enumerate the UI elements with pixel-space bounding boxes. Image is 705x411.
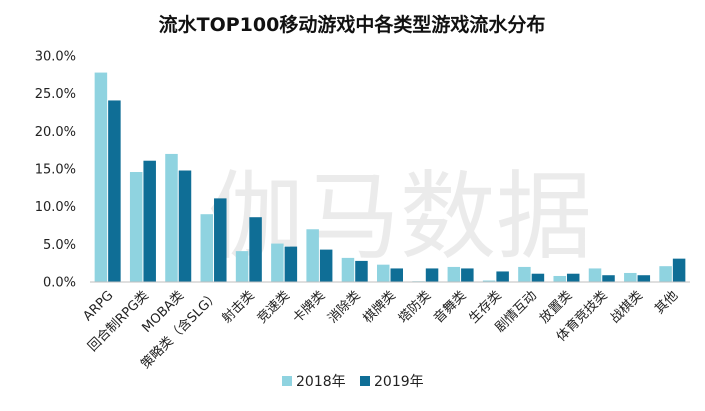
bar-2018	[200, 214, 214, 282]
x-tick-label: 棋牌类	[360, 288, 399, 327]
bar-2019	[496, 271, 509, 282]
x-axis: ARPG回合制RPG类MOBA类策略类（含SLG）射击类竞速类卡牌类消除类棋牌类…	[81, 288, 682, 373]
bar-2018	[235, 251, 249, 282]
y-tick-label: 10.0%	[35, 200, 76, 215]
x-tick-label: 战棋类	[608, 288, 646, 326]
bar-2018	[659, 266, 672, 282]
bar-2019	[531, 273, 545, 282]
y-tick-label: 5.0%	[43, 238, 76, 253]
y-tick-label: 0.0%	[43, 276, 76, 291]
y-tick-label: 15.0%	[35, 163, 76, 178]
x-tick-label: 卡牌类	[289, 288, 328, 327]
bar-2019	[214, 198, 227, 282]
bar-2019	[178, 170, 192, 282]
x-tick-label: 塔防类	[395, 288, 434, 327]
bar-2019	[602, 275, 615, 282]
legend-label-2018: 2018年	[296, 374, 346, 390]
bar-2018	[165, 153, 178, 282]
x-tick-label: 其他	[652, 288, 681, 317]
bar-2018	[341, 257, 355, 282]
x-tick-label: 竞速类	[254, 288, 293, 327]
bar-2018	[377, 264, 390, 282]
legend: 2018年 2019年	[282, 374, 424, 390]
bar-2018	[553, 275, 566, 282]
y-tick-label: 20.0%	[35, 125, 76, 140]
bar-2019	[461, 268, 474, 282]
bar-2018	[482, 280, 496, 282]
x-tick-label: 射击类	[219, 288, 258, 327]
bar-2019	[249, 217, 262, 282]
bar-2018	[588, 268, 602, 282]
bar-2018	[518, 266, 531, 282]
bar-2018	[447, 266, 461, 282]
x-tick-label: 音舞类	[431, 288, 470, 327]
bar-2019	[390, 268, 403, 282]
y-tick-label: 30.0%	[35, 50, 76, 65]
bar-2019	[108, 100, 121, 283]
bar-2018	[271, 243, 284, 282]
bar-2018	[306, 229, 319, 282]
bar-2018	[624, 272, 637, 282]
legend-swatch-2019	[360, 376, 370, 386]
bar-2019	[672, 258, 686, 282]
bar-2019	[284, 246, 298, 282]
legend-label-2019: 2019年	[374, 374, 424, 390]
watermark: 伽马数据	[208, 161, 592, 273]
x-tick-label: 消除类	[325, 288, 363, 326]
legend-swatch-2018	[282, 376, 292, 386]
bar-2018	[129, 172, 143, 282]
bar-2019	[355, 260, 368, 282]
bar-2019	[637, 275, 651, 282]
chart-title: 流水TOP100移动游戏中各类型游戏流水分布	[159, 13, 546, 36]
bar-2019	[319, 249, 333, 282]
bar-2019	[143, 160, 156, 282]
bar-2019	[566, 273, 580, 282]
bar-2019	[425, 268, 439, 282]
bar-2018	[94, 72, 108, 282]
bar-series	[94, 72, 686, 283]
y-tick-label: 25.0%	[35, 87, 76, 102]
y-axis: 0.0% 5.0% 10.0% 15.0% 20.0% 25.0% 30.0%	[35, 50, 76, 291]
